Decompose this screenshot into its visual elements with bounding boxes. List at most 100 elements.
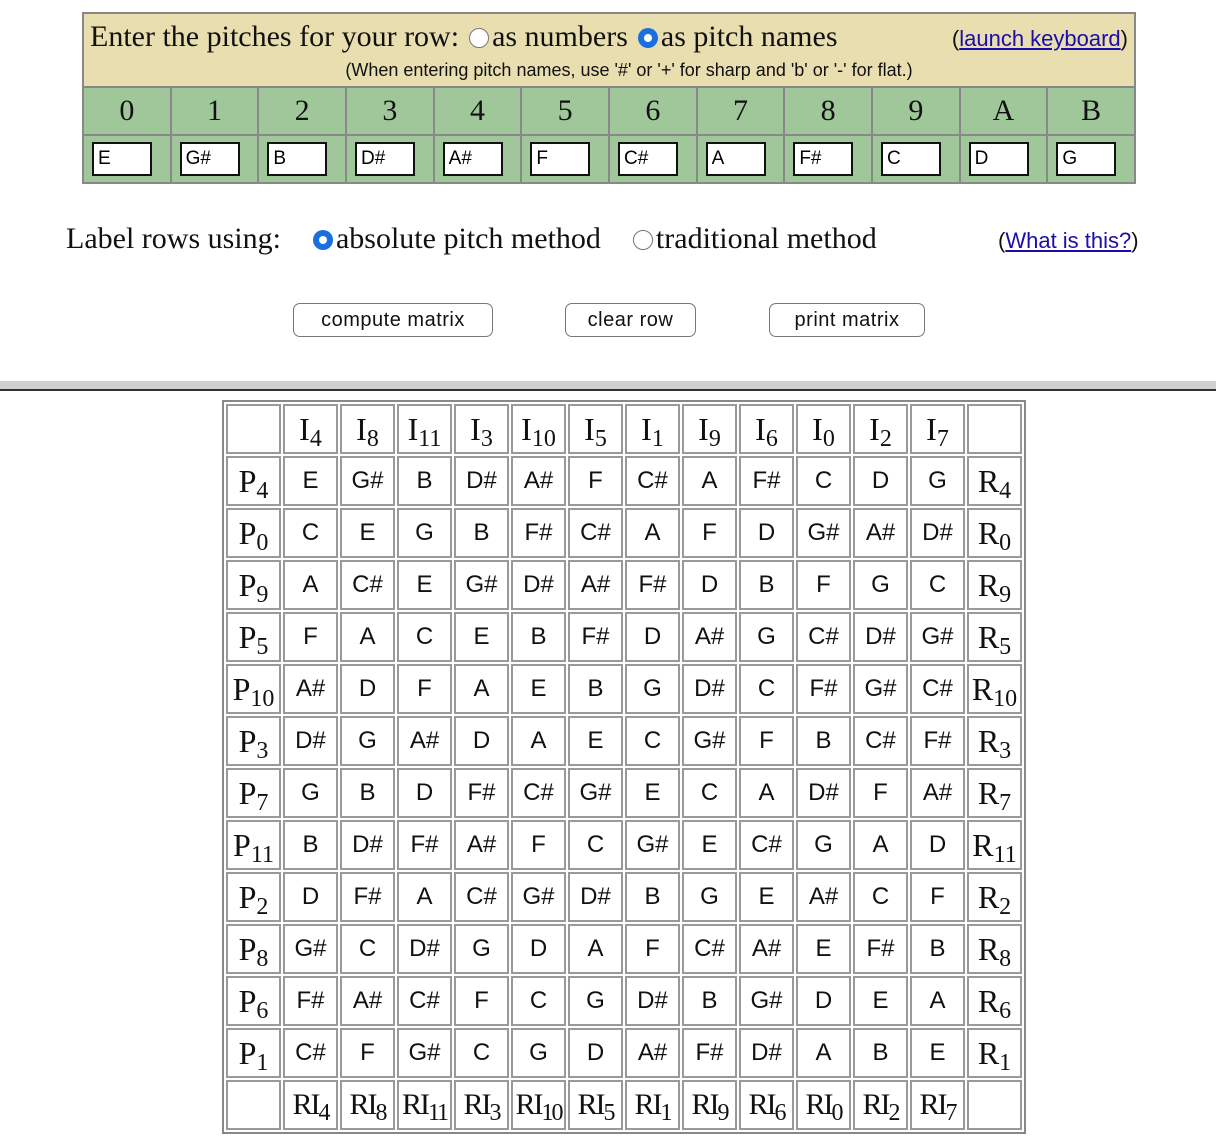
label-subscript: 9 — [256, 581, 269, 608]
label-prefix: P — [238, 722, 257, 759]
matrix-cell: B — [454, 508, 509, 558]
label-subscript: 5 — [256, 633, 269, 660]
matrix-cell: A — [796, 1028, 851, 1078]
matrix-label: P2 — [226, 872, 281, 922]
as-pitch-names-label[interactable]: as pitch names — [660, 20, 838, 53]
label-prefix: I — [755, 410, 766, 447]
pitch-input[interactable] — [617, 142, 678, 176]
matrix-cell: D — [625, 612, 680, 662]
matrix-label: I1 — [625, 404, 680, 454]
matrix-cell: E — [397, 560, 452, 610]
label-prefix: R — [977, 930, 1000, 967]
label-prefix: R — [977, 774, 1000, 811]
matrix-label: P6 — [226, 976, 281, 1026]
pitch-input[interactable] — [354, 142, 415, 176]
matrix-cell: G — [397, 508, 452, 558]
matrix-cell: G# — [682, 716, 737, 766]
index-header: A — [960, 88, 1047, 134]
label-prefix: RI — [691, 1088, 720, 1121]
as-numbers-radio[interactable] — [469, 28, 490, 48]
label-prefix: P — [238, 618, 257, 655]
matrix-cell: F — [283, 612, 338, 662]
matrix-cell: C# — [397, 976, 452, 1026]
as-numbers-label[interactable]: as numbers — [492, 20, 628, 53]
pitch-input[interactable] — [530, 142, 591, 176]
absolute-pitch-radio[interactable] — [312, 230, 333, 250]
matrix-cell: A — [340, 612, 395, 662]
as-pitch-names-radio[interactable] — [637, 28, 658, 48]
matrix-cell: C — [568, 820, 623, 870]
pitch-input[interactable] — [442, 142, 503, 176]
matrix-cell: D# — [454, 456, 509, 506]
matrix-label: R1 — [967, 1028, 1022, 1078]
label-prefix: I — [584, 410, 595, 447]
label-subscript: 3 — [999, 737, 1012, 764]
matrix-label: RI6 — [739, 1080, 794, 1130]
traditional-method-label[interactable]: traditional method — [655, 222, 877, 255]
label-subscript: 1 — [660, 1100, 673, 1126]
label-subscript: 2 — [888, 1100, 901, 1126]
twelve-tone-matrix: I4 I8 I11 I3 I10 I5 I1 I9 I6 I0 I2 I7 P4 E G# B D# A# F C# A… — [222, 400, 1026, 1134]
matrix-cell: G — [796, 820, 851, 870]
pitch-input[interactable] — [968, 142, 1029, 176]
matrix-cell: C# — [910, 664, 965, 714]
label-prefix: RI — [515, 1088, 544, 1121]
label-prefix: R — [977, 982, 1000, 1019]
matrix-cell: D# — [283, 716, 338, 766]
matrix-cell: D# — [340, 820, 395, 870]
matrix-cell: G — [682, 872, 737, 922]
label-subscript: 7 — [936, 425, 949, 452]
label-prefix: RI — [748, 1088, 777, 1121]
matrix-cell: A# — [397, 716, 452, 766]
matrix-cell: D# — [511, 560, 566, 610]
label-subscript: 5 — [999, 633, 1012, 660]
label-prefix: P — [232, 670, 251, 707]
matrix-cell: D — [340, 664, 395, 714]
matrix-cell: A — [283, 560, 338, 610]
matrix-cell: A# — [682, 612, 737, 662]
label-subscript: 4 — [999, 477, 1012, 504]
matrix-cell: G# — [283, 924, 338, 974]
paren: ( — [951, 26, 960, 51]
matrix-row: P9 A C# E G# D# A# F# D B F G C R9 — [226, 560, 1022, 610]
label-subscript: 7 — [256, 789, 269, 816]
label-subscript: 4 — [256, 477, 269, 504]
absolute-pitch-label[interactable]: absolute pitch method — [335, 222, 601, 255]
matrix-cell: F# — [853, 924, 908, 974]
what-is-this-link[interactable]: What is this? — [1005, 228, 1132, 253]
label-prefix: I — [521, 410, 532, 447]
matrix-cell: D# — [796, 768, 851, 818]
matrix-label: RI11 — [397, 1080, 452, 1130]
matrix-cell: C — [682, 768, 737, 818]
empty-cell — [226, 404, 281, 454]
label-subscript: 10 — [250, 685, 275, 712]
pitch-input[interactable] — [880, 142, 941, 176]
label-subscript: 1 — [651, 425, 664, 452]
traditional-method-radio[interactable] — [632, 230, 653, 250]
index-header: 4 — [434, 88, 521, 134]
pitch-input[interactable] — [179, 142, 240, 176]
matrix-cell: F — [340, 1028, 395, 1078]
pitch-input[interactable] — [793, 142, 854, 176]
pitch-input[interactable] — [267, 142, 328, 176]
matrix-cell: A — [625, 508, 680, 558]
matrix-cell: C — [625, 716, 680, 766]
pitch-input[interactable] — [705, 142, 766, 176]
clear-row-button[interactable]: clear row — [565, 303, 696, 337]
pitch-cell — [84, 136, 170, 182]
label-subscript: 9 — [999, 581, 1012, 608]
compute-matrix-button[interactable]: compute matrix — [293, 303, 493, 337]
launch-keyboard-link[interactable]: launch keyboard — [959, 26, 1121, 51]
pitch-input[interactable] — [1056, 142, 1117, 176]
label-prefix: R — [977, 722, 1000, 759]
matrix-label: RI1 — [625, 1080, 680, 1130]
print-matrix-button[interactable]: print matrix — [769, 303, 925, 337]
matrix-label: RI7 — [910, 1080, 965, 1130]
entry-note: (When entering pitch names, use '#' or '… — [345, 60, 913, 80]
index-header: 7 — [697, 88, 784, 134]
pitch-input[interactable] — [92, 142, 152, 176]
matrix-cell: F# — [796, 664, 851, 714]
entry-header: Enter the pitches for your row: as number… — [84, 14, 1134, 88]
pitch-cell — [785, 136, 871, 182]
matrix-cell: F — [739, 716, 794, 766]
